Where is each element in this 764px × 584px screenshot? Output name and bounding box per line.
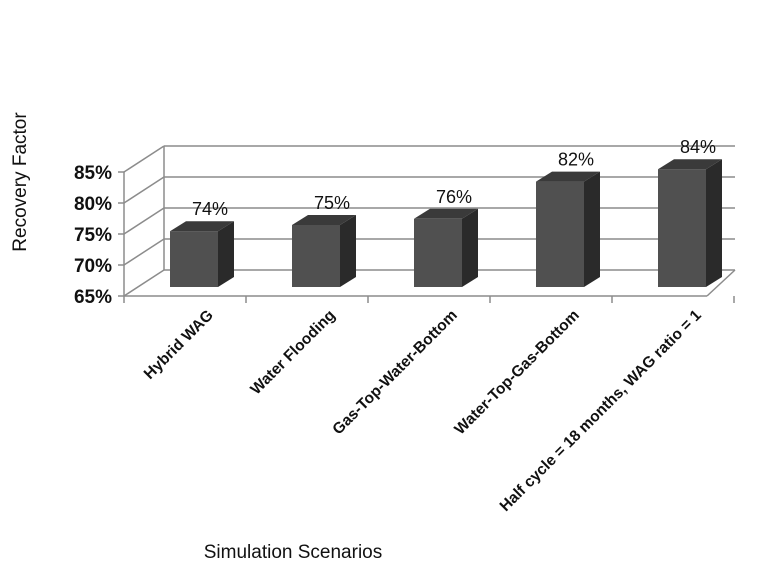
data-label: 76% <box>436 187 472 207</box>
bar-front <box>536 181 584 287</box>
data-labels: 74% 75% 76% 82% 84% <box>192 137 716 219</box>
data-label: 82% <box>558 150 594 170</box>
bar <box>536 171 600 287</box>
gridline-side <box>123 145 165 173</box>
x-tick-label: Gas-Top-Water-Bottom <box>329 307 460 438</box>
data-label: 84% <box>680 137 716 157</box>
gridline-side <box>123 269 165 297</box>
x-tick-label: Water Flooding <box>247 307 338 398</box>
bar-top <box>536 171 600 182</box>
bar-side <box>218 221 234 287</box>
bar <box>414 208 478 287</box>
floor-right-edge <box>706 269 736 297</box>
y-tick-label: 70% <box>74 256 112 277</box>
gridline-side <box>123 207 165 235</box>
y-tick-label: 65% <box>74 287 112 308</box>
bar-side <box>462 208 478 287</box>
y-tick-label: 75% <box>74 225 112 246</box>
bar-top <box>292 215 356 225</box>
data-label: 75% <box>314 193 350 213</box>
bar <box>292 215 356 287</box>
bar-side <box>340 215 356 287</box>
data-label: 74% <box>192 199 228 219</box>
bar-front <box>292 225 340 287</box>
bars <box>170 159 722 287</box>
y-axis-ticks: 65% 70% 75% 80% 85% <box>74 163 112 308</box>
y-axis-title: Recovery Factor <box>10 112 31 252</box>
gridline-side <box>123 176 165 204</box>
x-axis-title: Simulation Scenarios <box>204 542 382 563</box>
bar <box>170 221 234 287</box>
x-tick-label: Water-Top-Gas-Bottom <box>451 307 582 438</box>
x-axis-ticks: Hybrid WAG Water FloodingGas-Top-Water-Bo… <box>141 307 705 515</box>
bar-side <box>584 171 600 287</box>
x-tick-label: Hybrid WAG <box>141 307 217 383</box>
bar <box>658 159 722 287</box>
bar-front <box>414 218 462 287</box>
bar-top <box>170 221 234 232</box>
gridline-side <box>123 238 165 266</box>
bar-top <box>414 208 478 219</box>
gridlines <box>118 145 736 303</box>
bar-top <box>658 159 722 170</box>
x-tick-label: Half cycle = 18 months, WAG ratio = 1 <box>497 307 705 515</box>
y-tick-label: 80% <box>74 194 112 215</box>
bar-side <box>706 159 722 287</box>
bar-front <box>658 169 706 287</box>
bar-front <box>170 231 218 287</box>
y-tick-label: 85% <box>74 163 112 184</box>
